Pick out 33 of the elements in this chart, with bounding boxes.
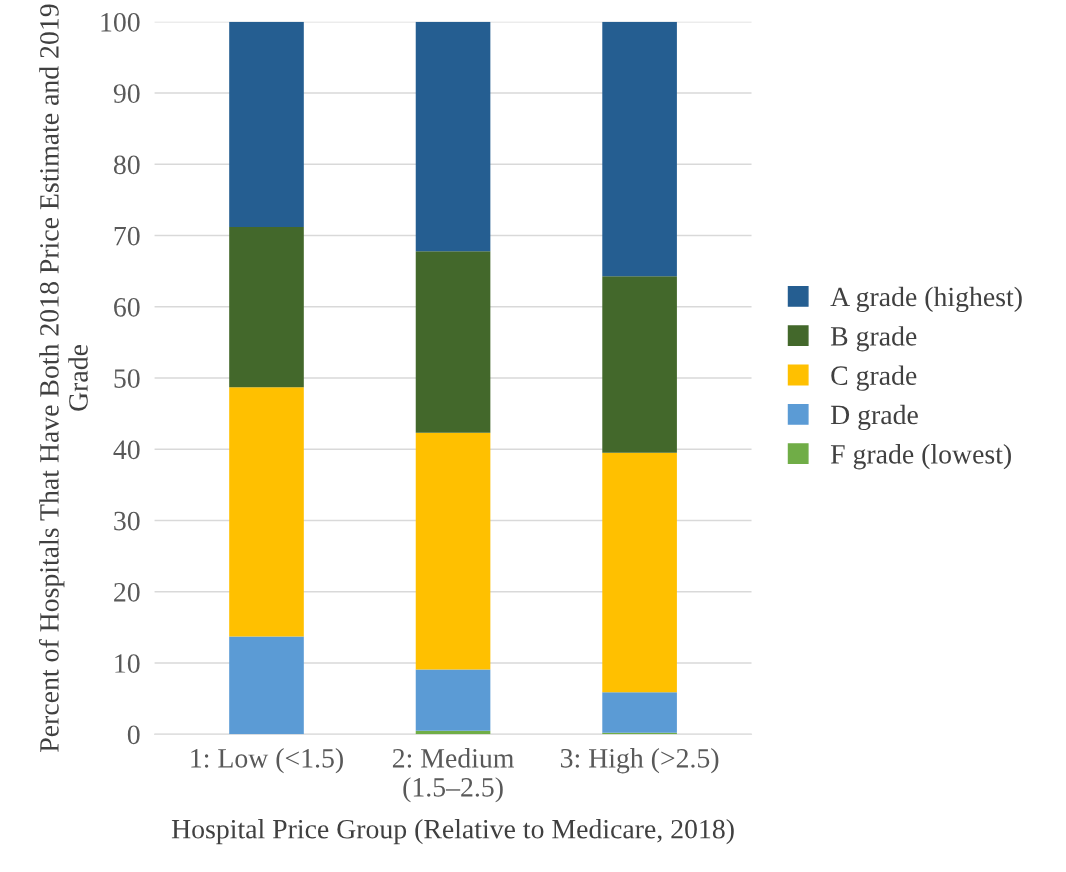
x-tick-label: 2: Medium (1.5–2.5) (392, 748, 514, 803)
bar (415, 251, 491, 433)
legend-label: D grade (830, 404, 918, 431)
bar (229, 226, 304, 388)
bar (602, 452, 677, 693)
y-tick-label: 30 (114, 511, 140, 531)
legend-label: A grade (highest) (830, 286, 1022, 313)
bar (415, 21, 491, 252)
x-axis-title: Hospital Price Group (Relative to Medicare, 2018) (171, 819, 734, 845)
bar (229, 387, 304, 637)
y-tick-label: 80 (113, 155, 140, 175)
y-tick-label: 40 (113, 440, 140, 460)
y-tick-label: 100 (101, 12, 140, 32)
bar (602, 692, 677, 733)
bar (415, 669, 491, 731)
bar (415, 432, 491, 670)
y-axis-title: Percent of Hospitals That Have Both 2018 Price Estimate and 2019 Grade (38, 4, 88, 752)
legend-label: C grade (831, 365, 917, 391)
y-tick-label: 90 (113, 84, 140, 103)
bar (602, 21, 677, 277)
y-tick-label: 10 (115, 654, 140, 673)
y-tick-label: 50 (114, 369, 140, 388)
x-tick-label: 1: Low (<1.5) (191, 748, 343, 774)
legend-label: F grade (lowest) (830, 444, 1011, 470)
y-tick-label: 0 (127, 725, 140, 745)
legend-label: B grade (830, 326, 917, 352)
bar (229, 21, 304, 227)
y-tick-label: 20 (114, 582, 140, 602)
y-tick-label: 60 (114, 297, 140, 317)
y-tick-label: 70 (114, 226, 140, 246)
x-tick-label: 3: High (>2.5) (560, 748, 719, 774)
bar (229, 636, 304, 735)
bar (602, 276, 677, 453)
